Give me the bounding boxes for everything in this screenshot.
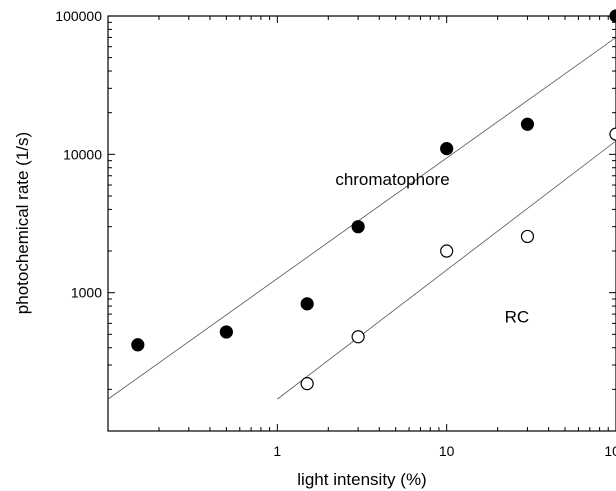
x-tick-label: 1	[273, 443, 281, 459]
filled-data-point	[351, 220, 365, 234]
fit-line-0	[107, 37, 616, 400]
filled-data-point	[609, 9, 616, 23]
filled-data-point	[440, 142, 454, 156]
y-tick-label: 100000	[55, 8, 102, 24]
open-data-point	[520, 229, 535, 244]
y-axis-label: photochemical rate (1/s)	[13, 132, 32, 314]
annotation-label: chromatophore	[335, 170, 449, 189]
open-data-point	[609, 127, 616, 141]
x-tick-label: 100	[604, 443, 616, 459]
open-data-point	[351, 330, 365, 344]
y-tick-label: 10000	[63, 146, 102, 162]
filled-data-point	[131, 338, 145, 352]
y-tick-label: 1000	[71, 285, 102, 301]
filled-data-point	[520, 117, 535, 131]
open-data-point	[440, 244, 454, 258]
annotation-label: RC	[505, 307, 530, 326]
x-tick-label: 10	[439, 443, 455, 459]
filled-data-point	[300, 297, 314, 311]
plot-frame	[107, 15, 616, 432]
filled-data-point	[219, 325, 233, 339]
x-axis-label: light intensity (%)	[297, 470, 426, 489]
fit-line-1	[277, 140, 616, 400]
open-data-point	[300, 377, 314, 391]
